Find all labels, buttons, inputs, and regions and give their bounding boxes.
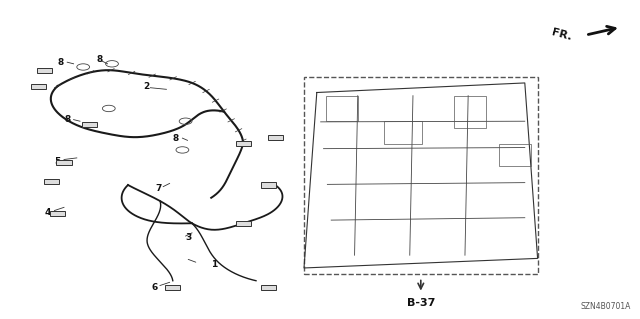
Text: B-37: B-37 <box>406 298 435 308</box>
Text: 8: 8 <box>173 134 179 143</box>
Bar <box>261 182 276 188</box>
Text: 6: 6 <box>152 283 158 292</box>
Text: 8: 8 <box>96 55 102 63</box>
Bar <box>454 96 486 128</box>
Bar <box>165 285 180 290</box>
Text: 8: 8 <box>58 58 64 67</box>
Bar <box>50 211 65 216</box>
Bar <box>56 160 72 165</box>
Text: SZN4B0701A: SZN4B0701A <box>580 302 630 311</box>
Bar <box>384 121 422 144</box>
Text: 8: 8 <box>64 115 70 124</box>
Text: 7: 7 <box>155 184 161 193</box>
Bar <box>326 96 358 121</box>
Bar <box>31 84 46 89</box>
Bar <box>268 135 283 140</box>
Bar <box>261 285 276 290</box>
Bar <box>499 144 531 166</box>
Bar <box>44 179 59 184</box>
Text: 2: 2 <box>143 82 149 91</box>
Bar <box>37 68 52 73</box>
Bar <box>236 141 251 146</box>
Text: 1: 1 <box>211 260 218 269</box>
Bar <box>82 122 97 127</box>
Bar <box>236 221 251 226</box>
Text: FR.: FR. <box>550 28 573 42</box>
Text: 5: 5 <box>54 157 61 166</box>
Text: 4: 4 <box>45 208 51 217</box>
Text: 3: 3 <box>186 233 192 242</box>
